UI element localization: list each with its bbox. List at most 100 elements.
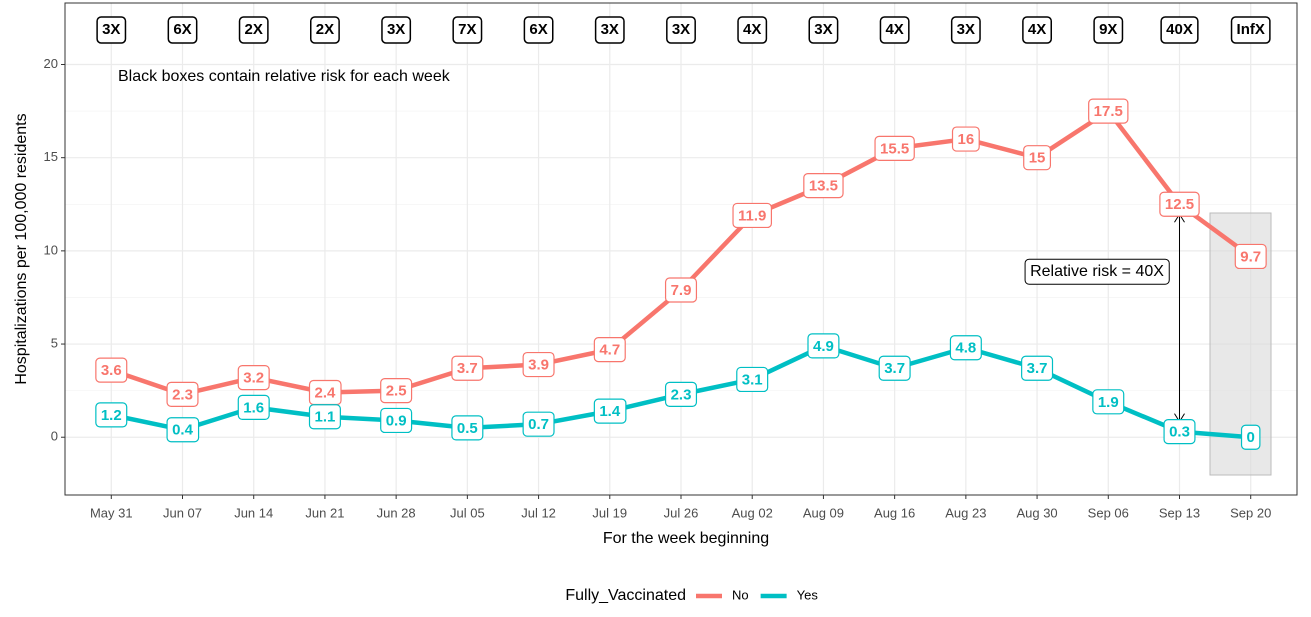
risk-box bbox=[238, 16, 269, 44]
annotation: Relative risk = 40X bbox=[1030, 263, 1164, 280]
data-label-box bbox=[166, 381, 199, 407]
data-label: 1.4 bbox=[599, 403, 621, 420]
data-label-box bbox=[803, 173, 844, 199]
data-label: 15 bbox=[1029, 150, 1046, 167]
data-label: 3.7 bbox=[884, 360, 905, 377]
risk-box bbox=[1230, 16, 1271, 44]
data-label: 1.9 bbox=[1098, 394, 1119, 411]
y-tick-label: 20 bbox=[44, 56, 58, 71]
risk-box bbox=[594, 16, 625, 44]
x-tick-label: Aug 09 bbox=[803, 505, 844, 520]
grid bbox=[65, 3, 1297, 495]
data-label: 3.6 bbox=[101, 362, 122, 379]
data-label: 0.9 bbox=[386, 412, 407, 429]
x-tick-label: Aug 16 bbox=[874, 505, 915, 520]
data-label: 2.3 bbox=[172, 386, 193, 403]
data-label: 0.3 bbox=[1169, 424, 1190, 441]
x-tick-label: Jul 26 bbox=[664, 505, 699, 520]
annotation: Black boxes contain relative risk for ea… bbox=[118, 68, 451, 85]
data-label-box bbox=[522, 411, 555, 437]
risk-label: 6X bbox=[529, 21, 547, 38]
legend-title: Fully_Vaccinated bbox=[565, 587, 686, 604]
data-label-box bbox=[664, 381, 698, 407]
data-label: 0.7 bbox=[528, 416, 549, 433]
data-label: 2.5 bbox=[386, 383, 407, 400]
x-tick-label: Jun 07 bbox=[163, 505, 202, 520]
risk-box bbox=[1022, 16, 1052, 44]
data-label: 4.8 bbox=[955, 340, 976, 357]
risk-label: 4X bbox=[743, 21, 761, 38]
data-label: 13.5 bbox=[809, 178, 838, 195]
data-label-box bbox=[1163, 419, 1196, 445]
x-tick-label: Aug 23 bbox=[945, 505, 986, 520]
data-label: 9.7 bbox=[1240, 248, 1261, 265]
risk-box bbox=[96, 16, 127, 44]
x-tick-label: Aug 30 bbox=[1016, 505, 1057, 520]
data-label-box bbox=[1159, 191, 1200, 217]
x-tick-label: Sep 06 bbox=[1088, 505, 1129, 520]
x-tick-label: Sep 13 bbox=[1159, 505, 1200, 520]
data-label-box bbox=[1023, 145, 1052, 171]
risk-box bbox=[381, 16, 412, 44]
risk-box bbox=[310, 16, 340, 44]
risk-box bbox=[452, 16, 483, 44]
data-label-box bbox=[237, 394, 270, 421]
risk-box bbox=[879, 16, 910, 44]
risk-label: 3X bbox=[387, 21, 405, 38]
data-label: 17.5 bbox=[1094, 103, 1123, 120]
data-label-box bbox=[522, 351, 555, 378]
data-label-box bbox=[451, 355, 484, 381]
data-label: 0.5 bbox=[457, 420, 478, 437]
data-label: 11.9 bbox=[738, 207, 766, 224]
y-tick-label: 0 bbox=[51, 429, 58, 444]
data-label-box bbox=[308, 404, 341, 430]
data-label: 4.9 bbox=[813, 338, 834, 355]
data-label-box bbox=[451, 415, 484, 441]
data-label-box bbox=[380, 378, 413, 404]
data-label: 3.7 bbox=[457, 360, 478, 377]
x-axis-label: For the week beginning bbox=[603, 530, 769, 547]
risk-label: 4X bbox=[885, 21, 903, 38]
data-label-box bbox=[1088, 98, 1129, 124]
data-label-box bbox=[593, 398, 627, 424]
risk-label: 2X bbox=[316, 21, 334, 38]
x-tick-label: Jun 21 bbox=[305, 505, 344, 520]
risk-label: 3X bbox=[102, 21, 120, 38]
data-label: 0 bbox=[1247, 429, 1255, 446]
data-label-box bbox=[807, 333, 840, 359]
y-tick-label: 5 bbox=[51, 335, 58, 350]
y-tick-label: 10 bbox=[44, 242, 58, 257]
risk-box bbox=[1093, 16, 1124, 44]
data-label: 12.5 bbox=[1165, 196, 1194, 213]
y-tick-label: 15 bbox=[44, 149, 58, 164]
data-label: 1.2 bbox=[101, 407, 122, 424]
x-tick-label: May 31 bbox=[90, 505, 133, 520]
data-label-box bbox=[95, 357, 128, 383]
data-label-box bbox=[949, 335, 982, 361]
risk-box bbox=[1160, 16, 1199, 44]
risk-box bbox=[523, 16, 554, 44]
x-tick-label: Jul 12 bbox=[521, 505, 556, 520]
legend-label: Yes bbox=[797, 587, 819, 602]
data-label: 7.9 bbox=[671, 282, 692, 299]
risk-label: 7X bbox=[458, 21, 476, 38]
risk-box bbox=[808, 16, 839, 44]
data-label-box bbox=[237, 364, 270, 391]
data-label: 3.7 bbox=[1027, 360, 1048, 377]
data-label-box bbox=[874, 135, 915, 161]
risk-label: 6X bbox=[173, 21, 191, 38]
data-label: 1.6 bbox=[243, 399, 264, 416]
risk-label: 4X bbox=[1028, 21, 1046, 38]
risk-label: 3X bbox=[672, 21, 690, 38]
x-tick-label: Aug 02 bbox=[732, 505, 773, 520]
data-label: 3.9 bbox=[528, 357, 549, 374]
data-label: 16 bbox=[958, 131, 975, 148]
data-label: 2.4 bbox=[315, 384, 337, 401]
data-label: 15.5 bbox=[880, 140, 909, 157]
x-tick-label: Sep 20 bbox=[1230, 505, 1271, 520]
x-tick-label: Jun 28 bbox=[377, 505, 416, 520]
data-label: 3.2 bbox=[243, 370, 264, 387]
risk-box bbox=[737, 16, 768, 44]
annotation-box bbox=[1024, 258, 1170, 285]
